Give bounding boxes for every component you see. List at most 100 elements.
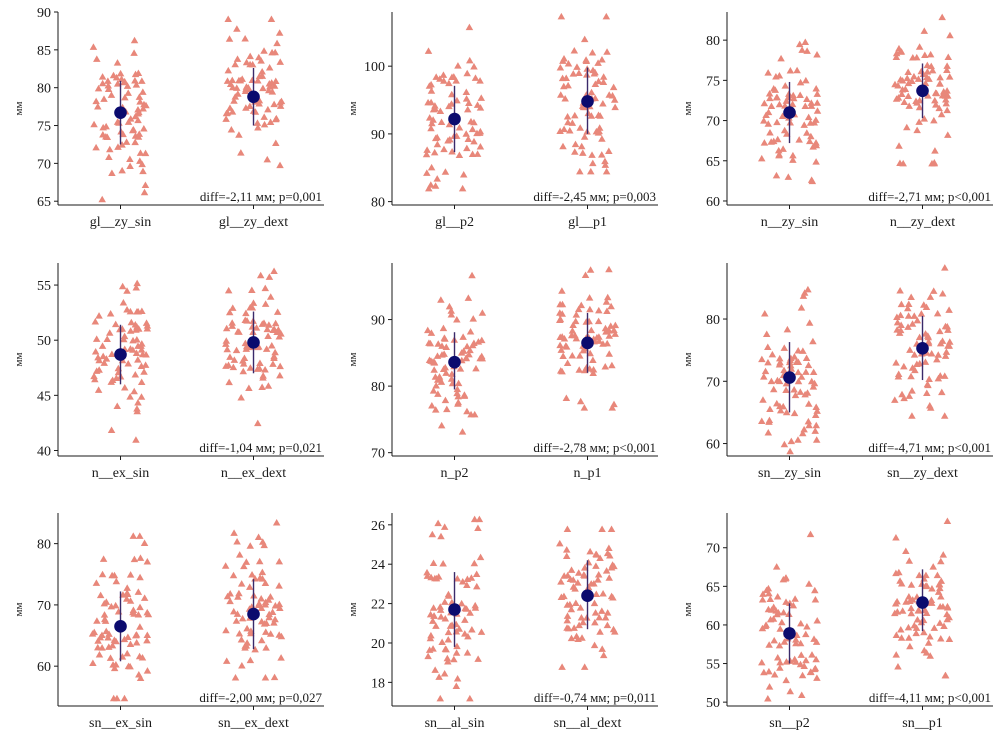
data-point [812,436,821,443]
data-point [574,579,582,586]
mean-marker [783,371,796,384]
data-point [138,340,146,347]
data-point [556,300,564,308]
data-point [579,618,587,626]
data-point [275,29,284,36]
data-point [938,13,946,21]
data-point [579,149,587,156]
data-point [229,304,237,311]
data-point [936,73,944,81]
data-point [774,609,783,616]
data-point [924,92,932,99]
data-point [424,652,432,660]
data-point [266,293,275,300]
data-point [580,572,589,579]
data-point [915,103,924,111]
data-point [424,47,433,54]
data-point [452,682,461,690]
data-point [277,632,286,640]
data-point [261,673,270,681]
y-tick-label: 75 [706,74,720,89]
data-point [780,638,789,645]
data-point [423,169,431,176]
data-point [794,368,802,376]
data-point [576,397,585,405]
data-point [230,529,238,536]
data-point [589,356,597,363]
data-point [255,364,264,372]
data-point [761,310,769,317]
data-point [117,75,126,82]
data-point [786,118,795,126]
data-point [277,654,285,661]
data-point [586,305,594,313]
data-point [595,337,603,344]
data-point [126,597,135,604]
data-point [465,350,473,358]
data-point [430,359,438,366]
data-point [789,601,798,609]
data-point [924,338,933,345]
data-point [102,627,111,635]
data-point [921,51,929,58]
data-point [424,326,432,334]
data-point [798,429,807,437]
data-point [946,338,954,345]
data-point [273,39,281,47]
data-point [905,392,914,399]
data-point [268,341,276,349]
data-point [915,333,924,341]
data-point [595,127,603,135]
data-point [559,142,567,150]
data-point [945,306,953,313]
data-point [140,594,149,601]
y-tick-label: 65 [37,195,51,210]
data-point [813,407,821,414]
data-point [795,40,804,48]
data-point [470,559,479,567]
data-point [779,145,787,152]
data-point [101,615,109,623]
mean-marker [916,341,929,355]
data-point [93,617,101,624]
data-point [804,417,813,425]
data-point [943,66,951,73]
data-point [589,369,597,377]
data-point [567,566,576,573]
data-point [222,657,231,664]
data-point [135,108,143,116]
data-point [789,91,797,99]
data-point [434,573,443,580]
data-point [448,90,456,98]
data-point [806,530,815,538]
data-point [264,382,273,389]
data-point [926,293,935,300]
data-point [602,567,611,574]
mean-marker [916,596,929,609]
data-point [937,557,945,565]
data-point [603,621,612,629]
data-point [804,113,813,121]
data-point [463,342,471,350]
data-point [605,147,613,155]
data-point [137,346,146,353]
data-point [766,405,774,412]
data-point [231,93,240,100]
data-point [447,307,455,314]
mean-marker [581,589,594,603]
data-point [424,98,432,106]
data-point [141,181,150,189]
data-point [94,102,102,110]
data-point [912,629,920,637]
data-point [263,155,272,163]
data-point [443,654,452,662]
data-point [276,362,284,370]
data-point [937,592,945,600]
data-point [231,60,239,68]
data-point [98,73,107,80]
data-point [794,377,803,385]
data-point [892,359,900,366]
data-point [813,674,821,681]
data-point [910,351,919,358]
data-point [427,329,436,336]
